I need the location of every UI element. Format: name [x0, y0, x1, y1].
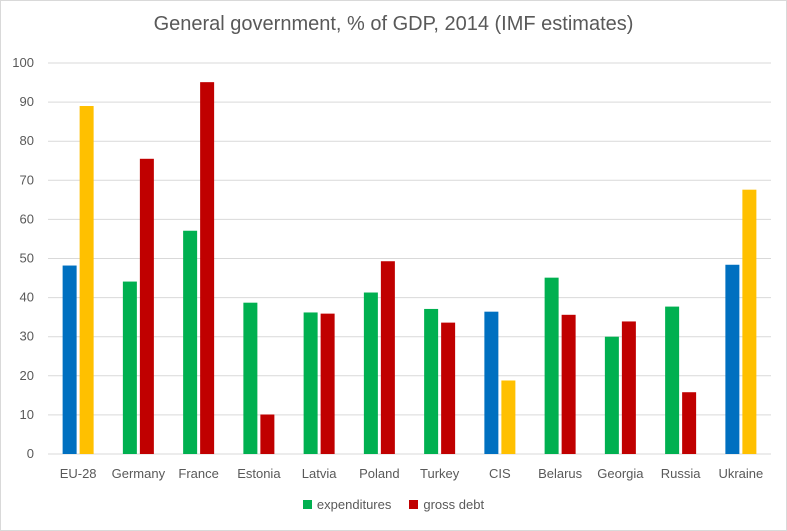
bar-expenditures-latvia	[303, 312, 318, 454]
bar-expenditures-belarus	[544, 277, 559, 454]
bar-gross-debt-germany	[139, 158, 154, 455]
x-tick-label: Belarus	[538, 466, 583, 481]
legend-swatch-expenditures	[302, 500, 312, 509]
bar-expenditures-georgia	[604, 336, 619, 454]
y-tick-label: 90	[20, 94, 34, 109]
y-tick-label: 70	[20, 172, 34, 187]
x-tick-label: France	[178, 466, 218, 481]
bar-expenditures-poland	[363, 292, 378, 454]
y-tick-label: 30	[20, 329, 34, 344]
x-tick-label: Turkey	[420, 466, 460, 481]
bar-gross-debt-eu-28	[79, 106, 94, 454]
bar-expenditures-germany	[122, 281, 137, 454]
y-tick-label: 50	[20, 251, 34, 266]
bar-gross-debt-poland	[380, 261, 395, 454]
bar-gross-debt-estonia	[260, 414, 275, 454]
x-tick-label: Georgia	[597, 466, 644, 481]
bar-expenditures-estonia	[243, 302, 258, 454]
bar-expenditures-russia	[665, 306, 680, 454]
x-tick-label: Poland	[359, 466, 399, 481]
x-tick-label: EU-28	[60, 466, 97, 481]
bar-gross-debt-belarus	[561, 314, 576, 454]
x-tick-label: Latvia	[302, 466, 337, 481]
legend: expenditures gross debt	[1, 497, 786, 512]
y-tick-label: 100	[12, 55, 34, 70]
y-tick-label: 10	[20, 407, 34, 422]
y-tick-label: 60	[20, 211, 34, 226]
y-tick-label: 80	[20, 133, 34, 148]
y-tick-label: 20	[20, 368, 34, 383]
bar-gross-debt-latvia	[320, 313, 335, 454]
chart-title: General government, % of GDP, 2014 (IMF …	[153, 13, 634, 35]
bar-expenditures-cis	[484, 311, 499, 454]
y-tick-label: 40	[20, 290, 34, 305]
bar-gross-debt-cis	[501, 380, 516, 454]
bar-gross-debt-russia	[682, 392, 697, 454]
legend-item-gross-debt: gross debt	[409, 497, 484, 512]
bar-gross-debt-france	[200, 82, 215, 454]
legend-label-expenditures: expenditures	[316, 497, 392, 512]
legend-item-expenditures: expenditures	[302, 497, 392, 512]
bar-gross-debt-turkey	[441, 322, 456, 454]
bar-gross-debt-georgia	[621, 321, 636, 454]
x-tick-label: CIS	[489, 466, 511, 481]
x-tick-label: Russia	[661, 466, 702, 481]
y-tick-label: 0	[27, 446, 34, 461]
legend-label-gross-debt: gross debt	[423, 497, 485, 512]
bar-gross-debt-ukraine	[742, 189, 757, 454]
bar-expenditures-france	[183, 230, 198, 454]
x-tick-label: Estonia	[237, 466, 281, 481]
x-tick-label: Ukraine	[718, 466, 763, 481]
legend-swatch-gross-debt	[409, 500, 419, 509]
bar-expenditures-eu-28	[62, 265, 77, 454]
x-tick-label: Germany	[112, 466, 166, 481]
bar-chart: 0 10 20 30 40 50 60 70 80 90 100 EU-28 Germany France…	[12, 55, 771, 481]
bar-expenditures-turkey	[424, 308, 439, 454]
bar-expenditures-ukraine	[725, 264, 740, 454]
